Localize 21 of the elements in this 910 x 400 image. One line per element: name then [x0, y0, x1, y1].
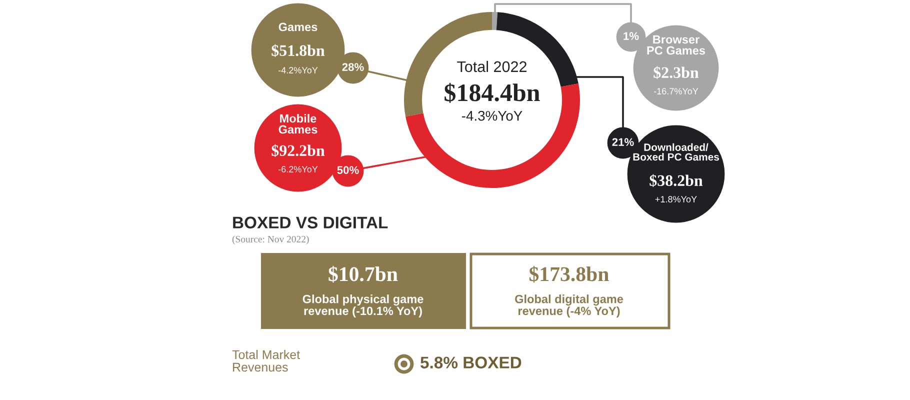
text: $173.8bn: [530, 266, 609, 283]
text: Global digital game revenue (-4% YoY): [515, 294, 624, 318]
text: Total 2022: [457, 60, 526, 72]
data-label: 1%: [624, 32, 639, 40]
legend-label: Browser PC Games: [647, 35, 706, 55]
text: Total Market Revenues: [232, 350, 300, 372]
text: 5.8% BOXED: [420, 356, 522, 368]
text: -4.3%YoY: [462, 110, 522, 121]
text: (Source: Nov 2022): [232, 236, 309, 244]
data-label: 21%: [612, 138, 634, 146]
slice-label: Games: [278, 22, 318, 32]
text: $184.4bn: [444, 82, 540, 103]
text: $10.7bn: [328, 266, 398, 283]
text: BOXED VS DIGITAL: [233, 216, 388, 228]
text: $38.2bn: [650, 174, 703, 188]
slice-label: Downloaded/ Boxed PC Games: [633, 143, 719, 161]
slice-label: Mobile Games: [278, 114, 318, 134]
text: -16.7%YoY: [654, 88, 698, 94]
text: $2.3bn: [654, 66, 699, 80]
text: Global physical game revenue (-10.1% YoY): [302, 294, 424, 318]
text: +1.8%YoY: [655, 196, 697, 202]
